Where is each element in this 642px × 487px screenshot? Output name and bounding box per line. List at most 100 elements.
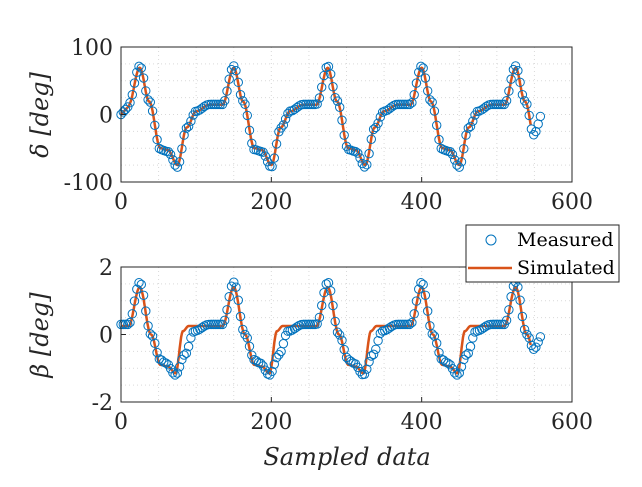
measured-point	[262, 369, 273, 379]
measured-point	[416, 277, 426, 288]
measured-point	[409, 309, 419, 319]
bottom-x-label: Sampled data	[263, 443, 430, 471]
measured-point	[474, 325, 485, 336]
measured-point	[321, 279, 331, 289]
measured-point	[436, 143, 446, 154]
y-tick-label: 0	[99, 104, 113, 129]
measured-point	[400, 99, 410, 110]
measured-point	[177, 354, 187, 365]
measured-point	[535, 111, 546, 122]
measured-point	[233, 77, 244, 88]
measured-point	[244, 341, 255, 352]
measured-point	[526, 124, 537, 134]
measured-point	[454, 162, 464, 172]
measured-point	[299, 319, 309, 330]
measured-point	[359, 162, 370, 172]
bottom-data	[116, 277, 546, 380]
measured-point	[172, 162, 183, 172]
measured-point	[267, 161, 277, 172]
measured-point	[274, 350, 284, 360]
bottom-x-ticks: 0 200 400 600	[114, 397, 593, 435]
measured-point	[459, 144, 469, 154]
measured-point	[492, 99, 503, 110]
measured-point	[495, 319, 505, 330]
legend-measured-label: Measured	[517, 229, 614, 251]
measured-point	[269, 359, 279, 369]
measured-point	[513, 65, 523, 76]
measured-point	[404, 99, 415, 110]
measured-point	[332, 327, 343, 337]
measured-point	[490, 319, 500, 330]
measured-point	[366, 351, 376, 361]
legend-measured-marker	[485, 234, 497, 246]
measured-point	[395, 319, 406, 330]
measured-point	[407, 317, 417, 328]
measured-point	[269, 153, 279, 163]
measured-point	[355, 366, 365, 377]
y-tick-label: -2	[92, 391, 113, 416]
measured-point	[224, 74, 234, 84]
y-tick-label: -100	[64, 171, 113, 196]
measured-point	[533, 337, 543, 347]
measured-point	[134, 61, 144, 72]
measured-point	[303, 319, 313, 330]
measured-point	[398, 99, 408, 110]
measured-point	[362, 160, 372, 170]
x-tick-label: 400	[401, 410, 443, 435]
x-tick-label: 600	[551, 410, 593, 435]
measured-point	[145, 97, 156, 107]
measured-point	[420, 290, 431, 300]
measured-point	[308, 99, 318, 110]
bottom-y-label: β [deg]	[26, 292, 54, 379]
measured-point	[174, 157, 185, 167]
measured-point	[181, 348, 192, 358]
measured-point	[339, 130, 349, 140]
measured-point	[447, 149, 458, 160]
measured-point	[220, 315, 230, 326]
measured-point	[524, 110, 534, 121]
measured-point	[118, 319, 129, 330]
measured-point	[165, 149, 176, 160]
measured-point	[147, 331, 158, 341]
y-tick-label: 0	[99, 324, 113, 349]
x-tick-label: 0	[114, 190, 128, 215]
measured-point	[454, 368, 464, 378]
measured-point	[208, 319, 219, 330]
measured-point	[294, 101, 304, 111]
measured-point	[231, 282, 241, 292]
measured-point	[235, 311, 246, 322]
measured-point	[456, 362, 467, 372]
measured-point	[276, 123, 286, 133]
measured-point	[123, 319, 133, 330]
measured-point	[213, 319, 223, 330]
measured-point	[427, 97, 437, 107]
measured-point	[174, 362, 185, 372]
measured-point	[204, 319, 214, 330]
x-tick-label: 200	[250, 190, 292, 215]
measured-point	[350, 359, 361, 369]
measured-point	[193, 106, 203, 116]
measured-point	[529, 344, 539, 354]
measured-point	[278, 120, 289, 130]
measured-point	[181, 123, 192, 133]
measured-point	[278, 338, 289, 349]
measured-point	[409, 90, 419, 100]
measured-point	[531, 342, 541, 352]
y-tick-label: 2	[99, 256, 113, 281]
measured-point	[152, 134, 162, 145]
measured-point	[172, 368, 183, 378]
measured-point	[312, 319, 322, 329]
measured-point	[373, 336, 383, 346]
measured-point	[233, 295, 244, 305]
measured-point	[186, 116, 196, 126]
y-tick-label: 100	[71, 36, 113, 61]
measured-point	[488, 319, 498, 330]
top-x-ticks: 0 200 400 600	[114, 177, 593, 215]
measured-point	[506, 74, 516, 84]
measured-point	[522, 99, 532, 109]
measured-point	[515, 295, 525, 305]
measured-point	[305, 99, 316, 110]
measured-point	[328, 300, 338, 311]
measured-point	[481, 101, 491, 112]
measured-point	[240, 99, 250, 109]
